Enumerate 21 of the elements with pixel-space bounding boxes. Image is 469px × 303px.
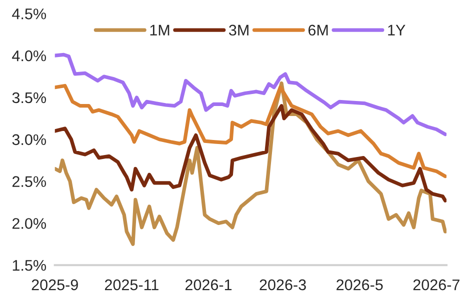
x-tick-label: 2026-5	[336, 279, 383, 290]
legend-label: 1Y	[388, 24, 406, 36]
x-tick-label: 2025-9	[32, 279, 78, 290]
x-tick-label: 2026-7	[413, 279, 460, 290]
y-tick-label: 3.5%	[12, 92, 46, 104]
y-tick-label: 2.5%	[12, 176, 46, 187]
y-tick-label: 2.0%	[12, 218, 46, 229]
y-tick-label: 3.0%	[12, 134, 46, 146]
legend-label: 3M	[229, 24, 248, 36]
x-tick-label: 2026-1	[185, 279, 232, 290]
y-tick-label: 4.5%	[12, 8, 46, 20]
line-series	[54, 52, 446, 136]
legend-label: 1M	[150, 24, 170, 36]
line-series	[54, 84, 446, 178]
line-series	[54, 104, 446, 202]
x-tick-label: 2025-11	[104, 279, 158, 290]
y-tick-label: 4.0%	[12, 50, 46, 62]
legend-label: 6M	[308, 24, 328, 36]
y-tick-label: 1.5%	[12, 260, 46, 271]
x-tick-label: 2026-3	[260, 279, 306, 290]
line-series	[54, 81, 446, 246]
